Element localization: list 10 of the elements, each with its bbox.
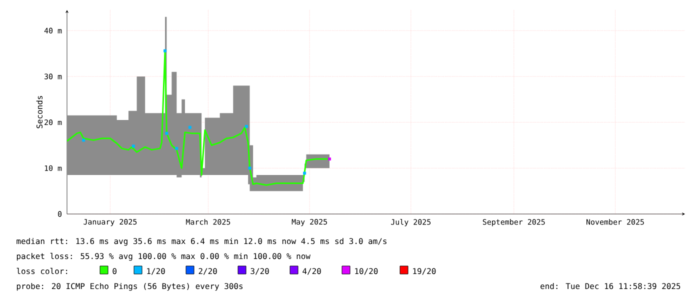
point [248, 166, 252, 170]
point [188, 126, 192, 129]
point [132, 144, 135, 148]
point [82, 138, 86, 142]
point [175, 146, 178, 150]
point [164, 49, 167, 52]
point [328, 157, 331, 160]
point [303, 172, 306, 175]
point [165, 132, 168, 135]
point [244, 124, 248, 128]
